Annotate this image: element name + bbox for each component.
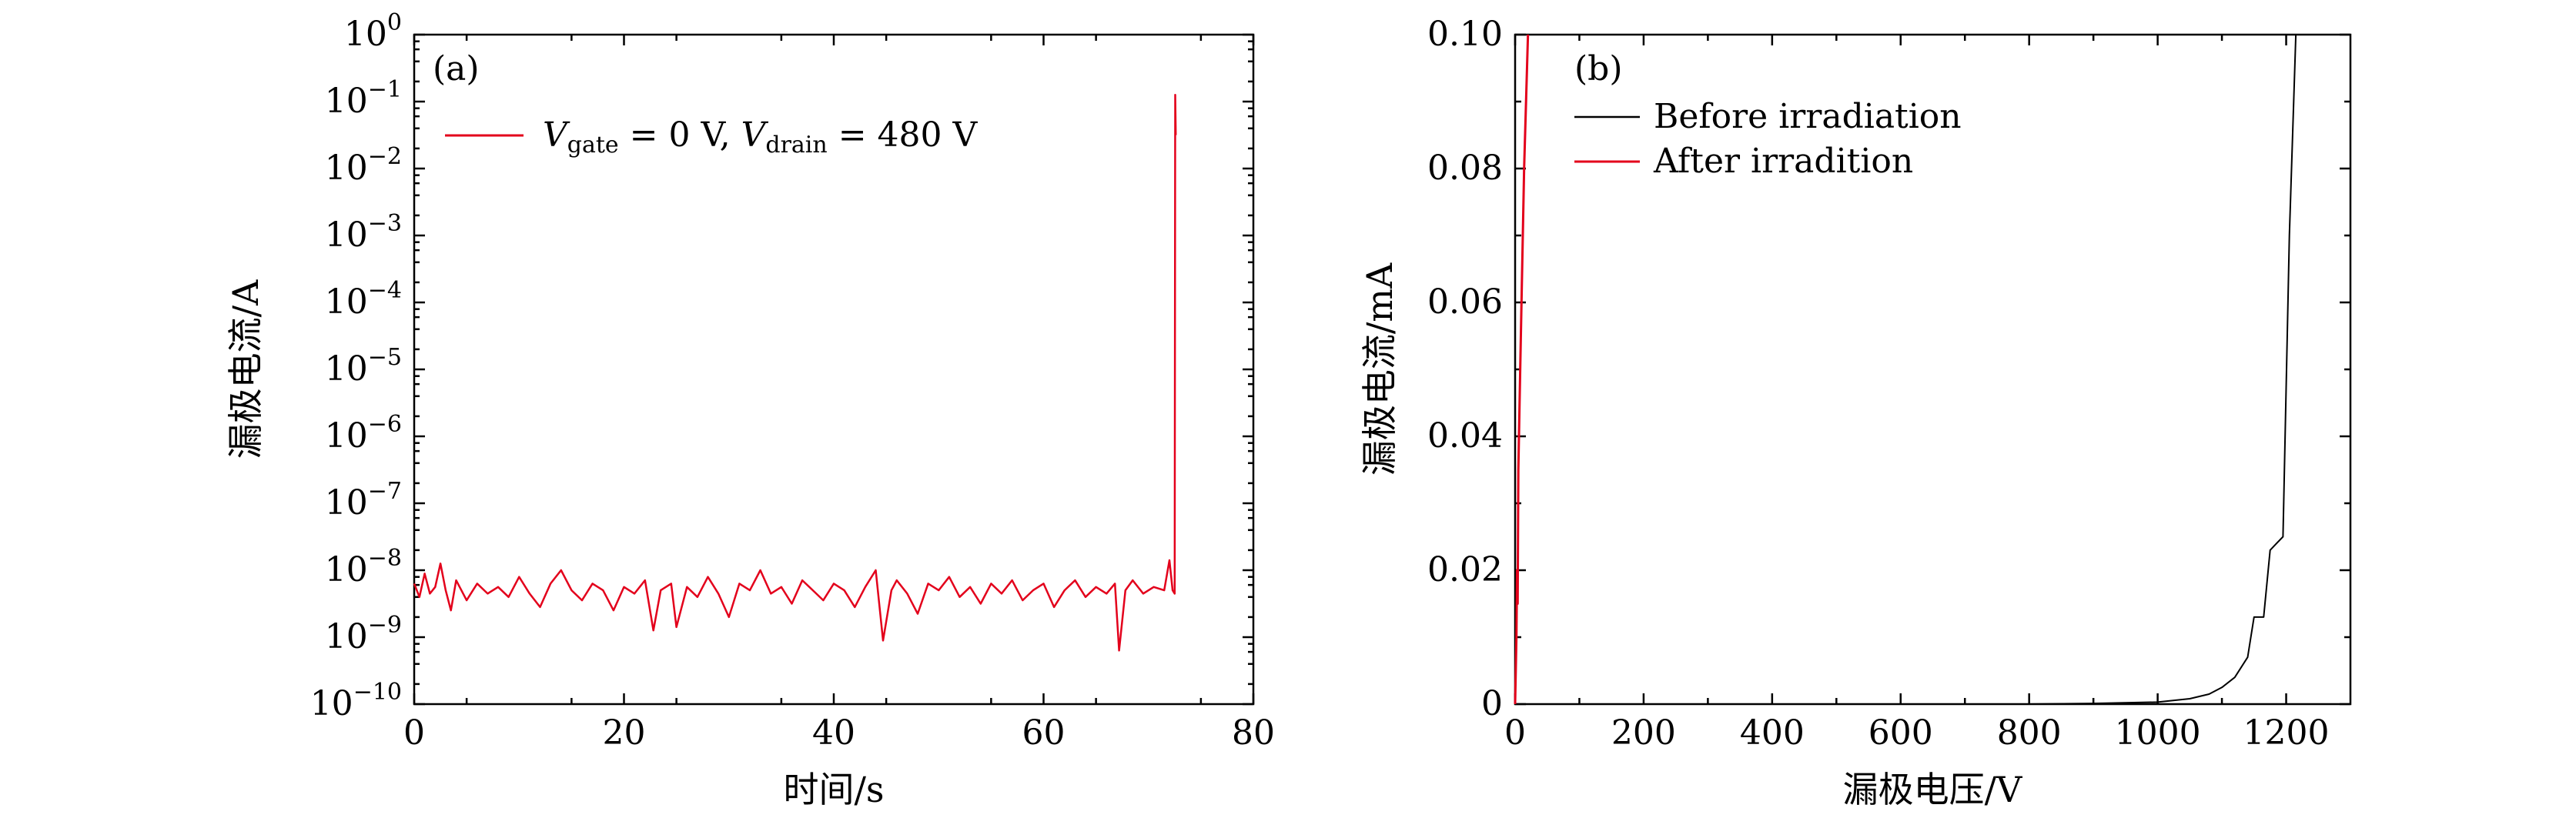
panel-b-x-tick-label: 800: [1997, 713, 2062, 753]
panel-b-x-tick-label: 1200: [2243, 713, 2330, 753]
panel-a-x-tick-label: 40: [812, 713, 855, 753]
panel-a-x-axis: 0 20 40 60 80: [403, 35, 1275, 753]
panel-a-x-axis-title: 时间/s: [783, 769, 884, 810]
panel-a-legend-label: Vgate = 0 V, Vdrain = 480 V: [543, 115, 979, 159]
panel-b-tag: (b): [1574, 49, 1623, 88]
panel-a-y-tick-label: 10−5: [325, 344, 402, 389]
panel-a-y-tick-label: 10−7: [325, 478, 402, 523]
panel-a-y-tick-label: 10−6: [325, 411, 402, 456]
panel-a-x-tick-label: 20: [603, 713, 646, 753]
panel-a-y-tick-label: 10−3: [325, 210, 402, 255]
panel-b-series: [1514, 34, 2297, 705]
panel-b-series-line-0: [1515, 34, 2297, 705]
legend-drain-subscript: drain: [765, 132, 827, 159]
panel-a-series-line: [413, 94, 1177, 652]
panel-a-y-tick-label: 10−8: [325, 545, 402, 589]
legend-v-gate: V: [543, 115, 570, 155]
panel-a-y-tick-label: 100: [344, 9, 402, 54]
panel-a-tag: (a): [433, 49, 480, 88]
panel-b-legend-label-before: Before irradiation: [1654, 97, 1962, 136]
panel-b-y-tick-label: 0.04: [1427, 416, 1503, 456]
panel-a-y-axis: 100 10−1 10−2 10−3 10−4 10−5 10−6 10−7 10−8 10−9 1…: [310, 9, 1253, 723]
panel-a-legend: Vgate = 0 V, Vdrain = 480 V: [445, 115, 979, 159]
panel-a-y-tick-label: 10−2: [325, 143, 402, 188]
panel-b-y-tick-label: 0.08: [1427, 149, 1503, 188]
panel-b-x-axis-title: 漏极电压/V: [1843, 769, 2022, 810]
panel-a-x-tick-label: 80: [1232, 713, 1275, 753]
panel-b-y-axis-title: 漏极电流/mA: [1359, 262, 1400, 476]
panel-b-y-tick-label: 0.10: [1427, 15, 1503, 54]
panel-b-series-line-1: [1514, 34, 1530, 705]
panel-b-y-tick-label: 0.02: [1427, 550, 1503, 589]
panel-a-x-tick-label: 60: [1022, 713, 1066, 753]
panel-b-x-tick-label: 400: [1740, 713, 1805, 753]
panel-b-x-tick-label: 0: [1504, 713, 1526, 753]
panel-b-x-tick-label: 600: [1868, 713, 1933, 753]
panel-a-y-tick-label: 10−1: [325, 76, 402, 121]
panel-b-y-tick-label: 0: [1481, 684, 1503, 723]
legend-gate-value: = 0 V,: [619, 115, 741, 155]
panel-b-chart: 0 200 400 600 800 1000 1200 00.020.040.060.080…: [1359, 15, 2352, 810]
panel-a-series: [413, 94, 1177, 652]
legend-gate-subscript: gate: [567, 132, 619, 159]
panel-a-y-tick-label: 10−4: [325, 277, 402, 322]
panel-a-y-axis-title: 漏极电流/A: [225, 279, 266, 459]
panel-b-legend: Before irradiation After irradition: [1574, 97, 1962, 181]
panel-b-x-tick-label: 1000: [2115, 713, 2201, 753]
panel-a-x-tick-label: 0: [403, 713, 425, 753]
legend-v-drain: V: [741, 115, 769, 155]
panel-a-chart: 0 20 40 60 80 100 10−1 10−2 10−3 10−4 10−5 10−6 10−…: [225, 9, 1275, 810]
panel-a-y-tick-label: 10−9: [325, 612, 402, 656]
panel-b-x-axis: 0 200 400 600 800 1000 1200: [1504, 35, 2330, 753]
panel-a-y-tick-label: 10−10: [310, 679, 402, 723]
panel-b-y-tick-label: 0.06: [1427, 282, 1503, 322]
panel-b-legend-label-after: After irradition: [1653, 142, 1913, 181]
legend-drain-value: = 480 V: [828, 115, 979, 155]
panel-b-x-tick-label: 200: [1611, 713, 1676, 753]
